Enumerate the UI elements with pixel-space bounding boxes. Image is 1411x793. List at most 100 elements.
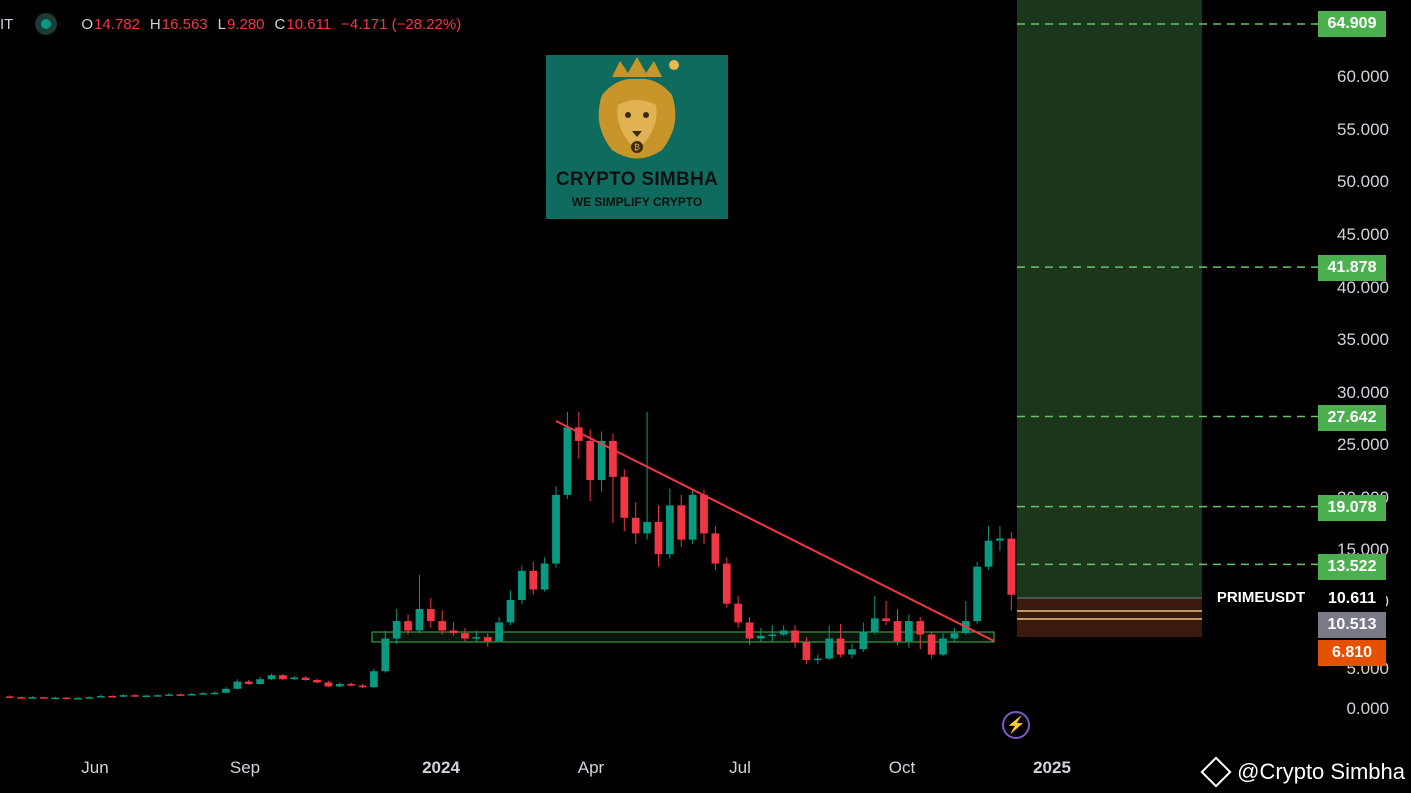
candle-body [688, 494, 697, 540]
candle-body [74, 698, 82, 700]
entry-price-label: 10.513 [1318, 612, 1386, 638]
trendline[interactable] [555, 420, 995, 642]
target-label-4: 19.078 [1318, 495, 1386, 521]
candle-body [165, 694, 173, 696]
candle-body [176, 694, 185, 696]
candle-body [256, 679, 264, 684]
candle-body [745, 622, 754, 639]
candle-body [404, 621, 412, 631]
candle-body [483, 637, 492, 642]
y-tick-label: 45.000 [1337, 225, 1389, 244]
candle-body [438, 621, 447, 631]
candle-body [199, 693, 208, 695]
candle-body [563, 427, 572, 495]
candle-body [347, 684, 356, 686]
candle-body [233, 681, 242, 689]
candle-body [518, 570, 526, 600]
candle-body [665, 505, 674, 555]
candle-body [848, 649, 856, 655]
candle-body [586, 440, 595, 481]
change-value: −4.171 (−28.22%) [341, 15, 462, 33]
candle-body [859, 631, 868, 650]
stop-price-label: 6.810 [1318, 640, 1386, 666]
y-tick-label: 35.000 [1337, 330, 1389, 349]
candle-body [631, 517, 640, 534]
x-tick-label: Jun [81, 758, 108, 777]
candle-body [597, 440, 606, 481]
candle-body [529, 570, 538, 590]
candle-body [324, 682, 333, 687]
svg-text:₿: ₿ [634, 143, 640, 152]
candle-body [370, 671, 378, 688]
candle-body [426, 609, 435, 622]
candle-body [654, 521, 663, 555]
low-key: L [217, 15, 226, 33]
candle-body [836, 638, 845, 655]
x-tick-label: Jul [729, 758, 751, 777]
candle-body [335, 684, 344, 687]
candle-body [472, 637, 481, 639]
close-value: 10.611 [286, 15, 332, 33]
candle-body [734, 603, 743, 623]
candle-body [267, 675, 276, 680]
candle-body [461, 633, 469, 639]
y-tick-label: 60.000 [1337, 67, 1389, 86]
y-tick-label: 50.000 [1337, 172, 1389, 191]
candle-body [278, 675, 287, 680]
candle-body [153, 695, 162, 697]
candle-body [51, 697, 60, 700]
status-dot-icon [35, 13, 58, 35]
symbol-fragment: IT [0, 15, 14, 33]
candle-body [131, 695, 139, 697]
candle-body [552, 494, 560, 564]
brand-tagline: WE SIMPLIFY CRYPTO [571, 195, 703, 209]
x-tick-label: Oct [889, 758, 916, 777]
candle-body [28, 697, 37, 699]
target-label-2: 41.878 [1318, 255, 1386, 281]
candle-body [677, 505, 686, 540]
high-value: 16.563 [161, 15, 208, 33]
last-price-label: 10.611 [1318, 586, 1386, 612]
lightning-icon[interactable]: ⚡ [1002, 711, 1030, 739]
high-key: H [149, 15, 161, 33]
candle-body [700, 494, 708, 534]
open-value: 14.782 [94, 15, 140, 33]
candle-body [5, 696, 14, 698]
candle-body [620, 476, 629, 518]
candle-body [1007, 538, 1016, 595]
diamond-icon [1200, 756, 1232, 788]
ohlc-header: IT O 14.782 H 16.563 L 9.280 C 10.611 −4.171… [0, 10, 471, 38]
candle-body [882, 618, 890, 622]
candle-body [893, 621, 902, 642]
candle-body [939, 638, 947, 655]
candle-body [392, 621, 401, 639]
y-tick-label: 0.000 [1346, 699, 1389, 718]
candle-body [643, 521, 651, 534]
target-label-1: 64.909 [1318, 11, 1386, 37]
low-value: 9.280 [226, 15, 265, 33]
candle-body [17, 697, 25, 699]
candle-body [768, 634, 777, 636]
candle-body [984, 540, 993, 567]
candle-body [222, 688, 230, 693]
x-axis: Jun Sep 2024 Apr Jul Oct 2025 [81, 758, 1071, 777]
open-key: O [81, 15, 94, 33]
candle-body [711, 533, 720, 564]
candle-body [540, 563, 549, 590]
watermark-text: @Crypto Simbha [1237, 759, 1405, 784]
candle-body [927, 634, 936, 655]
symbol-tag: PRIMEUSDT [1206, 586, 1316, 610]
x-tick-label: Apr [578, 758, 605, 777]
candle-body [609, 440, 617, 477]
candle-body [301, 677, 310, 680]
candle-body [313, 680, 321, 683]
candle-body [813, 658, 822, 661]
candle-body [574, 427, 583, 441]
y-tick-label: 40.000 [1337, 278, 1389, 297]
target-label-3: 27.642 [1318, 405, 1386, 431]
candle-body [187, 694, 196, 696]
y-tick-label: 30.000 [1337, 383, 1389, 402]
candle-body [791, 630, 799, 643]
candle-body [108, 696, 116, 698]
y-tick-label: 25.000 [1337, 435, 1389, 454]
